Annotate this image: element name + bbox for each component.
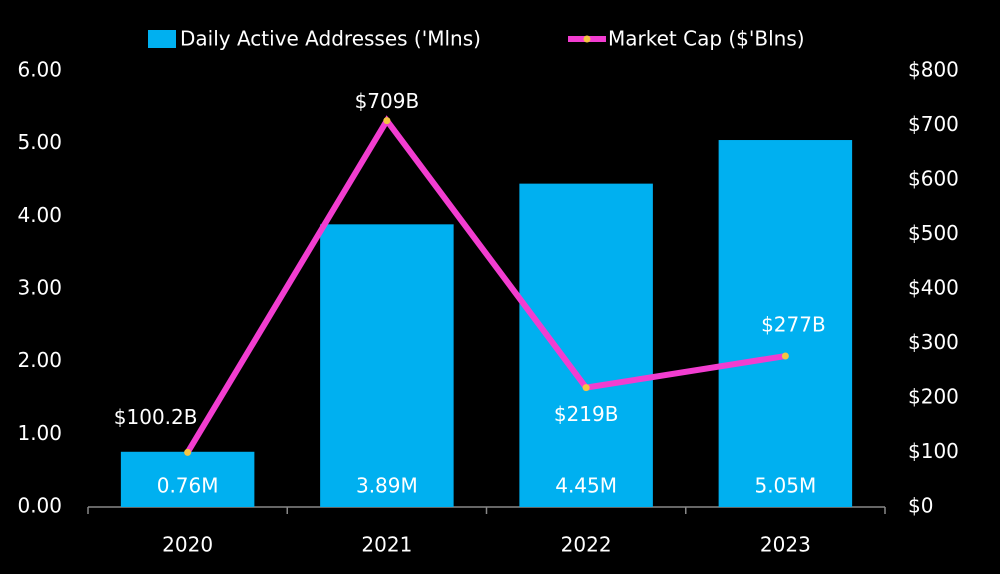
bar xyxy=(320,224,454,507)
y2-tick-label: $200 xyxy=(908,385,959,409)
y2-tick-label: $700 xyxy=(908,112,959,136)
bar-value-label: 0.76M xyxy=(157,474,219,498)
y-tick-label: 0.00 xyxy=(17,494,62,518)
y2-tick-label: $100 xyxy=(908,439,959,463)
line-marker xyxy=(781,352,789,360)
bar xyxy=(519,183,653,507)
y-tick-label: 2.00 xyxy=(17,348,62,372)
x-tick-label: 2023 xyxy=(760,533,811,557)
x-tick-label: 2022 xyxy=(561,533,612,557)
line-value-label: $709B xyxy=(355,89,420,113)
y2-tick-label: $400 xyxy=(908,276,959,300)
y-tick-label: 6.00 xyxy=(17,58,62,82)
y2-tick-label: $0 xyxy=(908,494,933,518)
bar-value-label: 5.05M xyxy=(754,474,816,498)
bar-value-label: 3.89M xyxy=(356,474,418,498)
y2-tick-label: $600 xyxy=(908,167,959,191)
legend-label: Market Cap ($'Blns) xyxy=(608,27,805,51)
legend-marker xyxy=(583,35,591,43)
line-value-label: $277B xyxy=(761,313,826,337)
x-tick-label: 2021 xyxy=(361,533,412,557)
line-marker xyxy=(582,384,590,392)
line xyxy=(185,115,786,454)
y-tick-label: 4.00 xyxy=(17,203,62,227)
line-value-label: $219B xyxy=(554,402,619,426)
y2-tick-label: $300 xyxy=(908,330,959,354)
line-value-label: $100.2B xyxy=(114,405,198,429)
line-marker xyxy=(383,117,391,125)
y-tick-label: 5.00 xyxy=(17,130,62,154)
y-tick-label: 1.00 xyxy=(17,421,62,445)
line-marker xyxy=(184,448,192,456)
y2-tick-label: $800 xyxy=(908,58,959,82)
bar xyxy=(120,451,255,507)
legend-label: Daily Active Addresses ('Mlns) xyxy=(180,27,481,51)
y-tick-label: 3.00 xyxy=(17,276,62,300)
legend-swatch xyxy=(148,30,176,48)
bar-value-label: 4.45M xyxy=(555,474,617,498)
x-tick-label: 2020 xyxy=(162,533,213,557)
y2-tick-label: $500 xyxy=(908,221,959,245)
bar xyxy=(718,140,853,508)
